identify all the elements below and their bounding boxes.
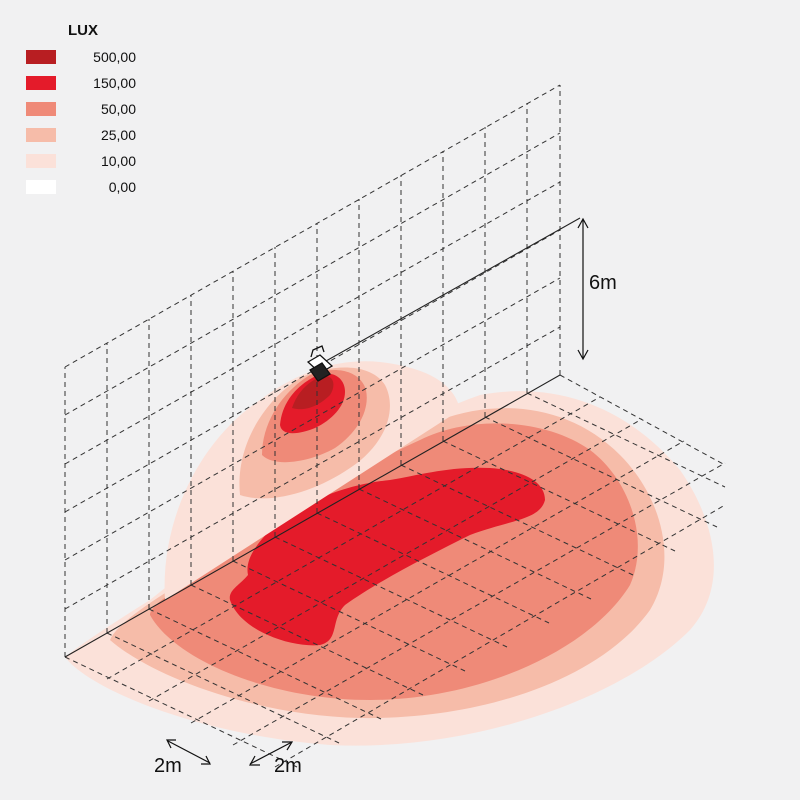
legend-label: 0,00 bbox=[108, 179, 136, 195]
grid-dimension-b bbox=[248, 741, 294, 766]
height-dimension bbox=[577, 217, 589, 361]
legend-swatch bbox=[26, 50, 56, 64]
legend-swatch bbox=[26, 102, 56, 116]
grid-spacing-label-a: 2m bbox=[154, 755, 182, 777]
legend-item-50: 50,00 bbox=[26, 101, 136, 120]
mounting-height-line bbox=[309, 217, 581, 371]
legend-item-10: 10,00 bbox=[26, 153, 136, 172]
zone-150-lux-floor bbox=[229, 467, 545, 646]
legend-label: 500,00 bbox=[93, 49, 136, 65]
legend-swatch bbox=[26, 76, 56, 90]
grid-dimension-a bbox=[166, 739, 211, 765]
legend-item-150: 150,00 bbox=[26, 75, 136, 94]
legend-swatch bbox=[26, 128, 56, 142]
wall-floor-edge bbox=[64, 374, 561, 658]
legend-title: LUX bbox=[68, 22, 98, 39]
zone-500-lux-wall bbox=[292, 376, 334, 410]
legend-swatch bbox=[26, 180, 56, 194]
legend-item-25: 25,00 bbox=[26, 127, 136, 146]
legend-label: 10,00 bbox=[100, 153, 136, 169]
height-label: 6m bbox=[589, 272, 617, 294]
floodlight-icon bbox=[306, 345, 334, 382]
legend-swatch bbox=[26, 154, 56, 168]
edge-lines bbox=[64, 217, 581, 658]
legend-label: 50,00 bbox=[100, 101, 136, 117]
legend-label: 150,00 bbox=[93, 75, 136, 91]
grid-lines bbox=[64, 84, 726, 768]
legend-item-0: 0,00 bbox=[26, 179, 136, 198]
wall-lux-zones bbox=[164, 361, 460, 600]
legend-item-500: 500,00 bbox=[26, 49, 136, 68]
grid-spacing-label-b: 2m bbox=[274, 755, 302, 777]
legend-label: 25,00 bbox=[100, 127, 136, 143]
